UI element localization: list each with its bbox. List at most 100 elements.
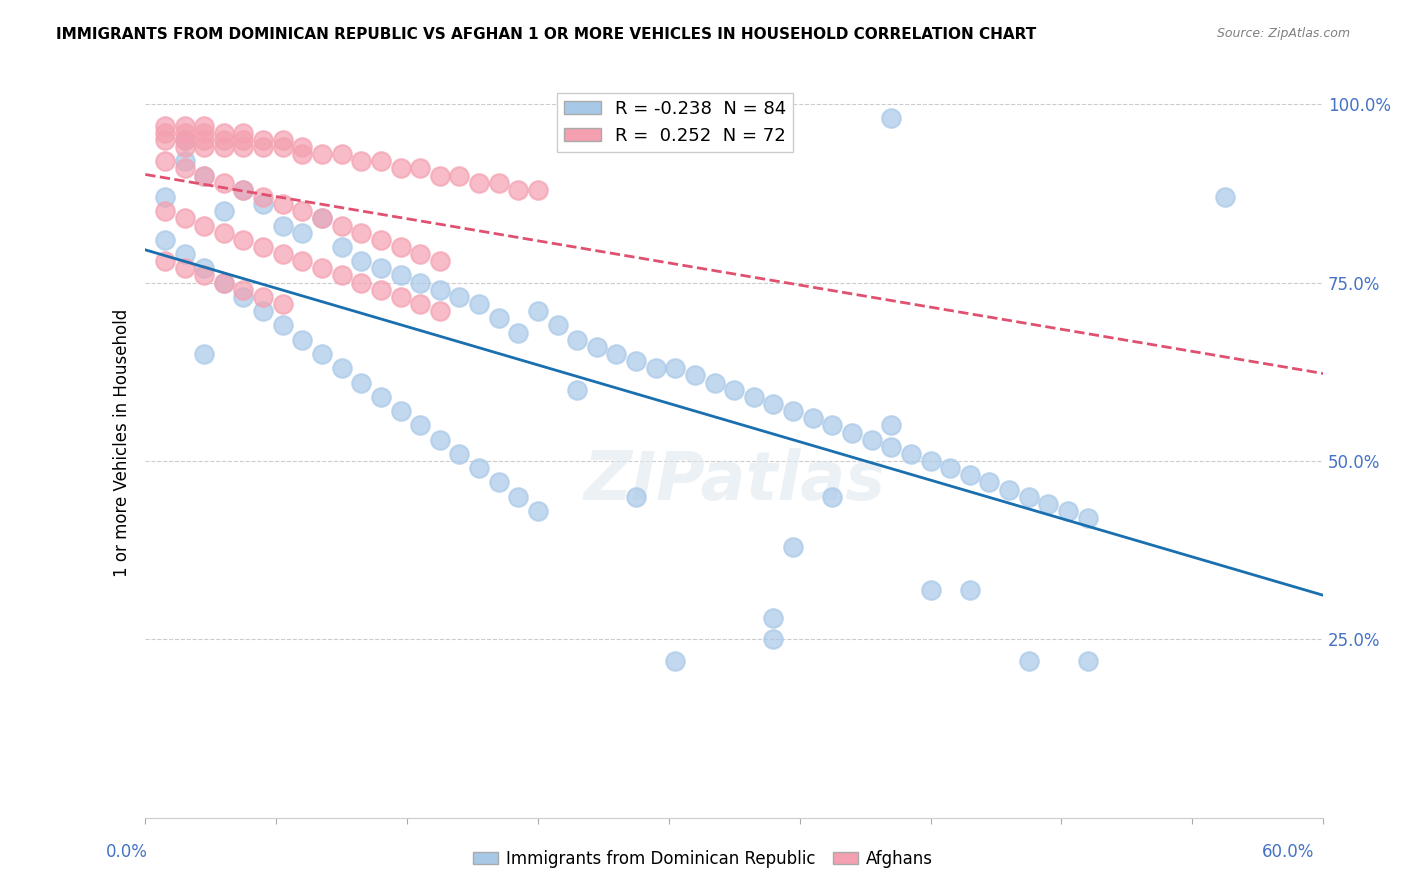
Point [429,169,451,183]
Point [291,254,314,268]
Point [409,276,432,290]
Point [173,126,195,140]
Point [271,219,294,233]
Point [271,247,294,261]
Point [624,354,647,368]
Point [193,126,215,140]
Point [429,283,451,297]
Point [252,240,274,254]
Point [959,468,981,483]
Point [153,154,176,169]
Point [644,361,666,376]
Point [193,133,215,147]
Point [173,247,195,261]
Point [330,219,353,233]
Point [762,611,785,625]
Point [311,211,333,226]
Point [291,333,314,347]
Point [370,154,392,169]
Point [252,133,274,147]
Point [1077,511,1099,525]
Point [920,582,942,597]
Point [762,632,785,647]
Point [527,183,550,197]
Point [193,169,215,183]
Point [153,190,176,204]
Point [193,219,215,233]
Point [252,304,274,318]
Point [193,261,215,276]
Point [389,268,412,283]
Point [409,161,432,176]
Point [488,311,510,326]
Point [370,233,392,247]
Point [389,240,412,254]
Point [153,204,176,219]
Point [291,204,314,219]
Point [173,261,195,276]
Point [193,169,215,183]
Point [527,304,550,318]
Point [350,154,373,169]
Point [468,461,491,475]
Point [920,454,942,468]
Point [232,233,254,247]
Point [389,161,412,176]
Point [468,176,491,190]
Point [821,490,844,504]
Point [1018,490,1040,504]
Point [193,268,215,283]
Text: IMMIGRANTS FROM DOMINICAN REPUBLIC VS AFGHAN 1 OR MORE VEHICLES IN HOUSEHOLD COR: IMMIGRANTS FROM DOMINICAN REPUBLIC VS AF… [56,27,1036,42]
Text: Source: ZipAtlas.com: Source: ZipAtlas.com [1216,27,1350,40]
Point [153,119,176,133]
Point [683,368,706,383]
Point [291,147,314,161]
Point [880,418,903,433]
Point [429,433,451,447]
Point [821,418,844,433]
Point [449,447,471,461]
Point [350,226,373,240]
Point [311,347,333,361]
Point [900,447,922,461]
Point [311,211,333,226]
Point [173,211,195,226]
Point [232,283,254,297]
Point [567,333,589,347]
Point [350,254,373,268]
Point [193,347,215,361]
Point [1213,190,1236,204]
Point [1038,497,1060,511]
Point [173,140,195,154]
Point [370,390,392,404]
Point [153,126,176,140]
Point [449,169,471,183]
Point [1057,504,1080,518]
Y-axis label: 1 or more Vehicles in Household: 1 or more Vehicles in Household [114,310,131,577]
Point [664,361,686,376]
Point [271,297,294,311]
Point [193,119,215,133]
Point [173,133,195,147]
Point [880,112,903,126]
Point [1077,654,1099,668]
Point [1018,654,1040,668]
Point [508,490,530,504]
Point [232,133,254,147]
Point [389,290,412,304]
Point [841,425,863,440]
Point [409,418,432,433]
Point [742,390,765,404]
Point [271,133,294,147]
Point [173,119,195,133]
Point [508,183,530,197]
Point [271,140,294,154]
Point [370,261,392,276]
Point [488,176,510,190]
Point [291,140,314,154]
Point [782,404,804,418]
Point [212,226,235,240]
Point [232,183,254,197]
Point [880,440,903,454]
Point [212,276,235,290]
